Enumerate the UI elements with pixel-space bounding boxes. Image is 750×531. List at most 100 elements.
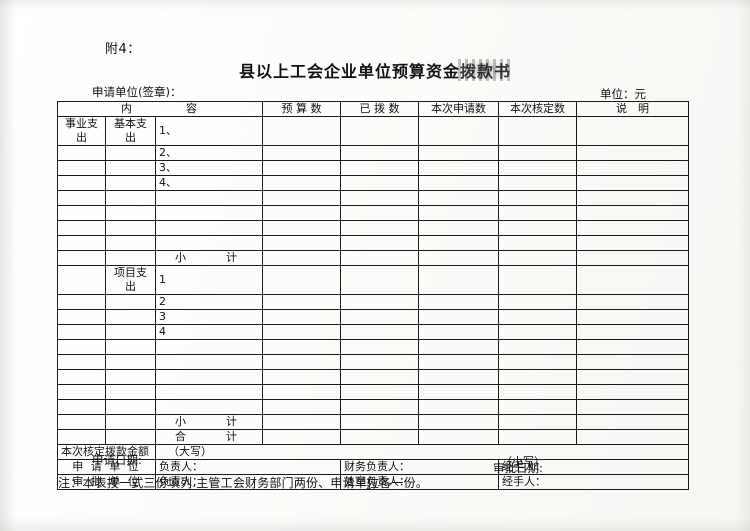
cell-request[interactable] [418,429,500,445]
cell-approved[interactable] [498,324,578,340]
cell-allocated[interactable] [340,175,420,191]
cell-approved[interactable] [498,354,578,370]
cell-budget[interactable] [262,294,342,310]
cell-approved[interactable] [498,116,578,146]
cell-allocated[interactable] [340,160,420,176]
cell-budget[interactable] [262,354,342,370]
cell-remarks[interactable] [576,220,690,236]
approved-amount-fields[interactable]: （大写） （小写） [154,444,690,468]
cell-budget[interactable] [262,235,342,251]
cell-approved[interactable] [498,339,578,355]
cell-budget[interactable] [262,250,342,266]
cell-request[interactable] [418,190,500,206]
cell-budget[interactable] [262,414,342,430]
cell-remarks[interactable] [576,190,690,206]
cell-allocated[interactable] [340,116,420,146]
cell-request[interactable] [418,235,500,251]
cell-request[interactable] [418,384,500,400]
cell-budget[interactable] [262,190,342,206]
cell-remarks[interactable] [576,369,690,385]
cell-remarks[interactable] [576,175,690,191]
cell-remarks[interactable] [576,354,690,370]
cell-allocated[interactable] [340,324,420,340]
cell-request[interactable] [418,205,500,221]
cell-remarks[interactable] [576,384,690,400]
cell-budget[interactable] [262,324,342,340]
cell-allocated[interactable] [340,235,420,251]
cell-allocated[interactable] [340,265,420,295]
cell-budget[interactable] [262,309,342,325]
cell-request[interactable] [418,414,500,430]
cell-allocated[interactable] [340,205,420,221]
cell-approved[interactable] [498,429,578,445]
cell-remarks[interactable] [576,205,690,221]
cell-approved[interactable] [498,369,578,385]
cell-remarks[interactable] [576,339,690,355]
applicant-handler-label[interactable]: 经手人： [498,459,690,475]
cell-approved[interactable] [498,220,578,236]
cell-request[interactable] [418,324,500,340]
cell-remarks[interactable] [576,399,690,415]
cell-budget[interactable] [262,265,342,295]
cell-request[interactable] [418,116,500,146]
cell-budget[interactable] [262,339,342,355]
cell-remarks[interactable] [576,414,690,430]
cell-request[interactable] [418,339,500,355]
cell-budget[interactable] [262,116,342,146]
cell-budget[interactable] [262,145,342,161]
cell-approved[interactable] [498,399,578,415]
cell-remarks[interactable] [576,250,690,266]
cell-request[interactable] [418,354,500,370]
cell-request[interactable] [418,175,500,191]
cell-approved[interactable] [498,294,578,310]
cell-request[interactable] [418,220,500,236]
cell-allocated[interactable] [340,414,420,430]
cell-approved[interactable] [498,309,578,325]
cell-request[interactable] [418,160,500,176]
cell-remarks[interactable] [576,116,690,146]
cell-approved[interactable] [498,384,578,400]
cell-approved[interactable] [498,190,578,206]
cell-approved[interactable] [498,265,578,295]
cell-budget[interactable] [262,369,342,385]
cell-allocated[interactable] [340,369,420,385]
cell-approved[interactable] [498,160,578,176]
cell-request[interactable] [418,250,500,266]
cell-budget[interactable] [262,220,342,236]
cell-allocated[interactable] [340,429,420,445]
cell-allocated[interactable] [340,354,420,370]
cell-approved[interactable] [498,414,578,430]
cell-request[interactable] [418,265,500,295]
cell-allocated[interactable] [340,190,420,206]
cell-allocated[interactable] [340,384,420,400]
cell-approved[interactable] [498,145,578,161]
cell-approved[interactable] [498,250,578,266]
cell-budget[interactable] [262,429,342,445]
cell-request[interactable] [418,145,500,161]
cell-allocated[interactable] [340,145,420,161]
cell-budget[interactable] [262,205,342,221]
applicant-head-label[interactable]: 负责人： [154,459,342,475]
cell-approved[interactable] [498,235,578,251]
cell-request[interactable] [418,399,500,415]
cell-allocated[interactable] [340,250,420,266]
cell-allocated[interactable] [340,220,420,236]
cell-budget[interactable] [262,160,342,176]
cell-remarks[interactable] [576,294,690,310]
cell-budget[interactable] [262,399,342,415]
cell-budget[interactable] [262,175,342,191]
approver-head-label[interactable]: 负责人： [154,474,342,490]
cell-request[interactable] [418,309,500,325]
approver-handler-label[interactable]: 经手人： [498,474,690,490]
cell-allocated[interactable] [340,294,420,310]
cell-remarks[interactable] [576,429,690,445]
cell-remarks[interactable] [576,235,690,251]
cell-approved[interactable] [498,175,578,191]
cell-request[interactable] [418,294,500,310]
cell-approved[interactable] [498,205,578,221]
cell-allocated[interactable] [340,339,420,355]
cell-remarks[interactable] [576,309,690,325]
cell-allocated[interactable] [340,399,420,415]
applicant-finance-head-label[interactable]: 财务负责人： [340,459,500,475]
cell-remarks[interactable] [576,145,690,161]
